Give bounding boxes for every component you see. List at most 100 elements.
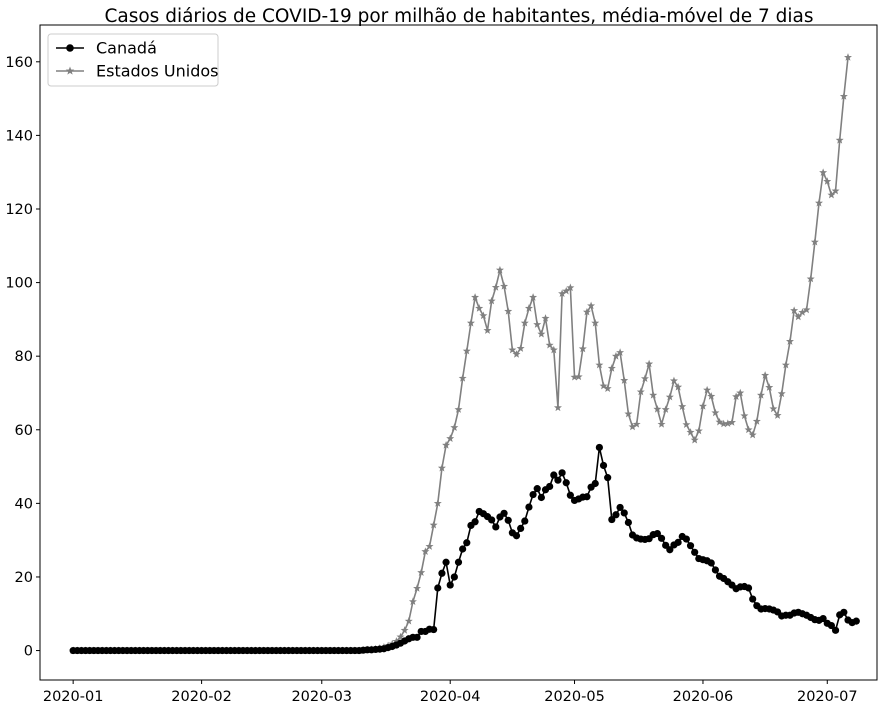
data-point [819, 168, 828, 176]
y-tick-label: 40 [15, 496, 33, 512]
data-point [533, 485, 541, 493]
data-point [500, 509, 508, 517]
data-point [578, 344, 587, 353]
data-point [425, 542, 434, 550]
data-point [798, 308, 807, 316]
y-tick-label: 60 [15, 423, 33, 439]
x-tick-label: 2020-03 [291, 689, 352, 705]
data-point [446, 581, 454, 589]
data-point [831, 626, 840, 634]
data-point [732, 392, 741, 401]
data-point [661, 405, 670, 413]
data-point [616, 503, 624, 512]
data-point [570, 372, 579, 381]
data-point [620, 509, 628, 517]
data-point [550, 471, 558, 479]
data-point [508, 345, 517, 354]
x-tick-label: 2020-01 [43, 689, 104, 705]
data-point [785, 337, 794, 345]
data-point [504, 307, 513, 315]
data-point [769, 404, 778, 413]
data-point [491, 283, 500, 291]
data-point [761, 371, 770, 379]
data-point [707, 392, 716, 400]
data-point [529, 293, 538, 301]
data-point [434, 584, 442, 592]
data-point [624, 518, 632, 527]
data-point [653, 404, 662, 413]
data-point [525, 503, 533, 511]
data-point [512, 350, 521, 358]
y-tick-label: 100 [5, 276, 33, 292]
data-point [777, 389, 786, 398]
data-point [831, 186, 840, 195]
data-point [802, 305, 811, 314]
data-point [611, 351, 620, 360]
data-point [463, 539, 471, 547]
data-point [736, 388, 745, 397]
data-point [715, 417, 724, 426]
y-axis: 0 20 40 60 80 100 120 140 160 [5, 55, 40, 660]
data-point [487, 296, 496, 305]
data-point [533, 320, 542, 328]
data-point [748, 430, 757, 439]
data-point [703, 385, 712, 394]
data-point [587, 301, 596, 310]
data-point [640, 374, 649, 383]
data-point [607, 364, 616, 372]
data-point [492, 523, 500, 531]
plot-series [69, 53, 860, 655]
data-point [392, 637, 401, 645]
data-point [827, 621, 836, 630]
x-tick-label: 2020-06 [673, 689, 734, 705]
data-point [694, 426, 703, 435]
data-point [794, 312, 803, 321]
data-point [517, 524, 525, 532]
x-tick-label: 2020-05 [544, 689, 605, 705]
data-point [756, 390, 765, 399]
data-point [442, 441, 451, 449]
data-point [529, 490, 537, 499]
data-point [546, 482, 554, 491]
data-point [682, 420, 691, 429]
data-point [707, 559, 715, 567]
data-point [483, 326, 492, 334]
data-point [844, 53, 852, 61]
data-point [840, 608, 848, 616]
data-point [454, 405, 463, 413]
data-point [554, 476, 562, 484]
data-point [462, 346, 471, 355]
data-point [740, 411, 749, 420]
data-point [839, 92, 848, 100]
data-point [773, 411, 782, 419]
data-point [466, 318, 475, 327]
legend-label: Canadá [96, 39, 157, 58]
data-point [574, 372, 583, 381]
x-tick-label: 2020-07 [797, 689, 858, 705]
chart-title: Casos diários de COVID-19 por milhão de … [104, 6, 813, 27]
data-point [806, 274, 815, 283]
data-point [624, 409, 633, 418]
data-point [686, 542, 695, 550]
data-point [558, 289, 567, 298]
data-point [690, 435, 699, 444]
data-point [512, 532, 521, 540]
data-point [595, 360, 604, 369]
data-point [719, 419, 728, 428]
data-point [603, 384, 612, 392]
data-point [433, 499, 442, 507]
data-point [852, 617, 860, 625]
data-point [765, 383, 774, 391]
data-point [437, 463, 446, 472]
data-point [429, 520, 438, 529]
data-point [438, 569, 446, 577]
data-point [413, 633, 421, 641]
y-tick-label: 120 [5, 202, 33, 218]
data-point [620, 376, 629, 384]
data-point [475, 304, 484, 312]
data-point [404, 616, 413, 625]
data-point [591, 318, 600, 327]
data-point [537, 493, 545, 502]
data-point [471, 518, 479, 526]
